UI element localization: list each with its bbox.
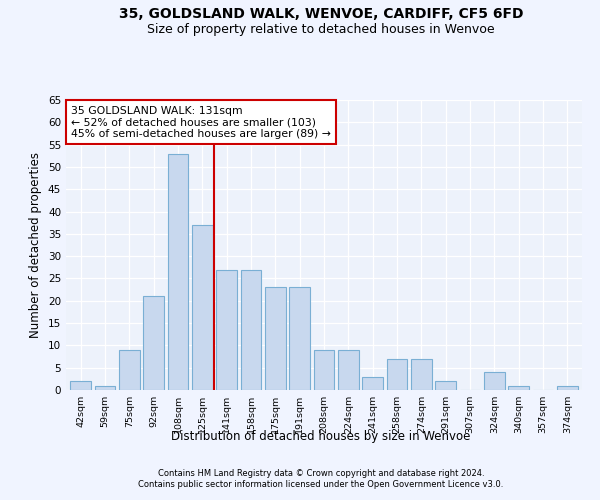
Text: 35, GOLDSLAND WALK, WENVOE, CARDIFF, CF5 6FD: 35, GOLDSLAND WALK, WENVOE, CARDIFF, CF5… — [119, 8, 523, 22]
Text: Size of property relative to detached houses in Wenvoe: Size of property relative to detached ho… — [147, 22, 495, 36]
Bar — [362, 376, 383, 390]
Bar — [484, 372, 505, 390]
Bar — [119, 350, 140, 390]
Text: 35 GOLDSLAND WALK: 131sqm
← 52% of detached houses are smaller (103)
45% of semi: 35 GOLDSLAND WALK: 131sqm ← 52% of detac… — [71, 106, 331, 139]
Bar — [508, 386, 529, 390]
Text: Contains public sector information licensed under the Open Government Licence v3: Contains public sector information licen… — [139, 480, 503, 489]
Bar — [338, 350, 359, 390]
Bar — [95, 386, 115, 390]
Bar — [192, 225, 212, 390]
Bar — [314, 350, 334, 390]
Bar — [70, 381, 91, 390]
Bar — [143, 296, 164, 390]
Bar — [411, 359, 432, 390]
Bar — [436, 381, 456, 390]
Bar — [557, 386, 578, 390]
Text: Distribution of detached houses by size in Wenvoe: Distribution of detached houses by size … — [172, 430, 470, 443]
Bar — [265, 288, 286, 390]
Bar — [216, 270, 237, 390]
Text: Contains HM Land Registry data © Crown copyright and database right 2024.: Contains HM Land Registry data © Crown c… — [158, 468, 484, 477]
Bar — [241, 270, 262, 390]
Y-axis label: Number of detached properties: Number of detached properties — [29, 152, 43, 338]
Bar — [386, 359, 407, 390]
Bar — [167, 154, 188, 390]
Bar — [289, 288, 310, 390]
